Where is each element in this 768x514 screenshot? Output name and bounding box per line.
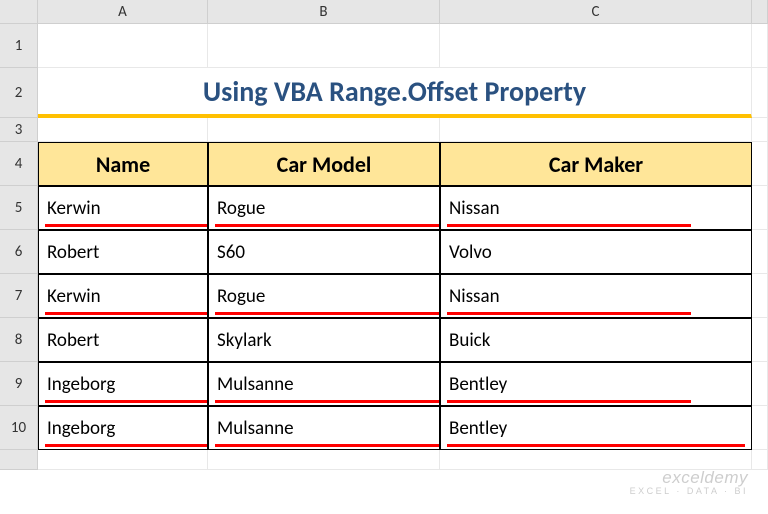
table-cell[interactable]: Mulsanne [208, 406, 440, 450]
cell-blank[interactable] [440, 118, 752, 142]
cell-blank [38, 450, 208, 470]
cell-edge [752, 118, 768, 142]
cell-blank[interactable] [208, 118, 440, 142]
row-header-extra [0, 450, 38, 470]
cell-edge [752, 24, 768, 68]
col-header-A[interactable]: A [38, 0, 208, 24]
table-header[interactable]: Name [38, 142, 208, 186]
row-header-5[interactable]: 5 [0, 186, 38, 230]
row-header-2[interactable]: 2 [0, 68, 38, 118]
row-header-8[interactable]: 8 [0, 318, 38, 362]
table-cell[interactable]: Volvo [440, 230, 752, 274]
cell-blank[interactable] [440, 24, 752, 68]
table-cell[interactable]: Mulsanne [208, 362, 440, 406]
table-cell[interactable]: Rogue [208, 186, 440, 230]
cell-edge [752, 274, 768, 318]
cell-edge [752, 230, 768, 274]
col-header-B[interactable]: B [208, 0, 440, 24]
cell-edge [752, 186, 768, 230]
row-header-3[interactable]: 3 [0, 118, 38, 142]
table-cell[interactable]: Buick [440, 318, 752, 362]
row-header-4[interactable]: 4 [0, 142, 38, 186]
table-cell[interactable]: Nissan [440, 274, 752, 318]
cell-blank [208, 450, 440, 470]
table-cell[interactable]: Robert [38, 318, 208, 362]
row-header-6[interactable]: 6 [0, 230, 38, 274]
table-header[interactable]: Car Model [208, 142, 440, 186]
cell-edge [752, 68, 768, 118]
table-cell[interactable]: Skylark [208, 318, 440, 362]
cell-edge [752, 362, 768, 406]
row-header-10[interactable]: 10 [0, 406, 38, 450]
watermark-title: exceldemy [630, 468, 748, 488]
table-cell[interactable]: Kerwin [38, 186, 208, 230]
table-cell[interactable]: Rogue [208, 274, 440, 318]
cell-blank[interactable] [38, 118, 208, 142]
table-cell[interactable]: Kerwin [38, 274, 208, 318]
title-cell[interactable]: Using VBA Range.Offset Property [38, 68, 752, 118]
table-cell[interactable]: Bentley [440, 406, 752, 450]
col-header-extra [752, 0, 768, 24]
row-header-9[interactable]: 9 [0, 362, 38, 406]
table-cell[interactable]: S60 [208, 230, 440, 274]
table-header[interactable]: Car Maker [440, 142, 752, 186]
cell-blank[interactable] [208, 24, 440, 68]
cell-blank [440, 450, 752, 470]
table-cell[interactable]: Robert [38, 230, 208, 274]
table-cell[interactable]: Bentley [440, 362, 752, 406]
table-cell[interactable]: Ingeborg [38, 362, 208, 406]
cell-edge [752, 450, 768, 470]
corner [0, 0, 38, 24]
table-cell[interactable]: Nissan [440, 186, 752, 230]
cell-blank[interactable] [38, 24, 208, 68]
row-header-1[interactable]: 1 [0, 24, 38, 68]
watermark: exceldemy EXCEL · DATA · BI [630, 468, 748, 496]
row-header-7[interactable]: 7 [0, 274, 38, 318]
watermark-sub: EXCEL · DATA · BI [630, 486, 748, 496]
cell-edge [752, 406, 768, 450]
table-cell[interactable]: Ingeborg [38, 406, 208, 450]
cell-edge [752, 142, 768, 186]
cell-edge [752, 318, 768, 362]
col-header-C[interactable]: C [440, 0, 752, 24]
